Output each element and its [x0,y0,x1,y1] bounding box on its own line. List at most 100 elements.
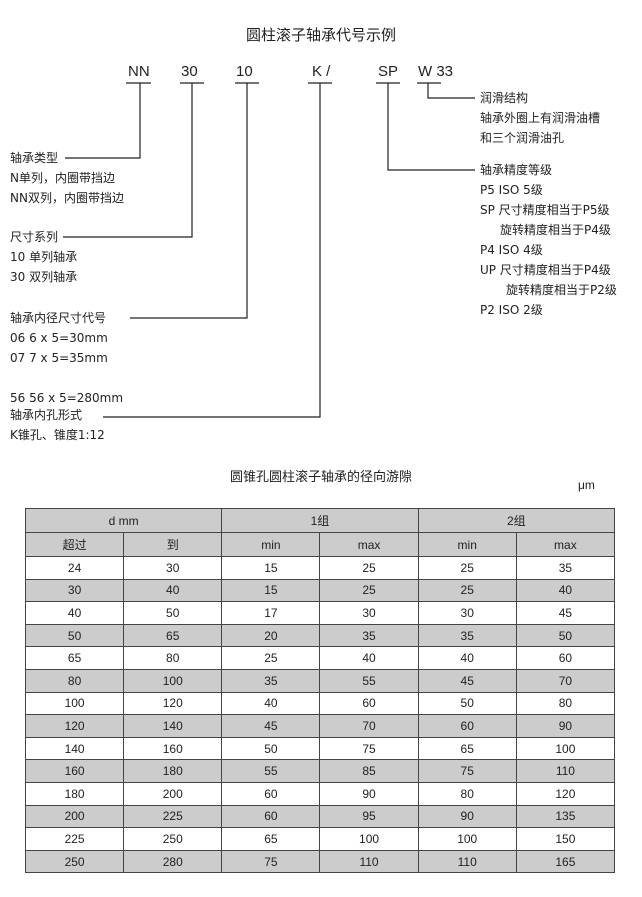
table-cell: 40 [515,578,616,603]
header-cell: 1组 [221,508,419,533]
header-cell: max [515,532,616,557]
table-cell: 65 [123,623,223,648]
note: 06 6 x 5=30mm [10,331,108,345]
table-cell: 35 [515,556,616,580]
table-cell: 60 [221,781,321,806]
table-row: 50 65 20 35 35 50 [24,623,616,648]
table-title: 圆锥孔圆柱滚子轴承的径向游隙 [229,470,412,485]
table-cell: 25 [417,578,517,603]
table-cell: 30 [24,578,125,603]
table-cell: 80 [417,781,517,806]
table-cell: 135 [515,804,616,829]
table-cell: 70 [319,714,419,738]
table-cell: 60 [515,646,616,670]
table-cell: 45 [417,668,517,693]
note: 56 56 x 5=280mm [10,391,124,405]
header-cell: 超过 [24,532,125,557]
table-cell: 15 [221,556,321,580]
note: SP 尺寸精度相当于P5级 [480,203,610,217]
table-cell: 40 [417,646,517,670]
note: 轴承精度等级 [480,163,553,177]
table-cell: 40 [24,601,125,625]
code-sp: SP [378,63,399,80]
leader-bore-form [103,83,321,418]
table-cell: 140 [123,714,223,738]
table-cell: 40 [123,578,223,603]
table-cell: 35 [319,623,419,648]
table-row: 80 100 35 55 45 70 [24,668,616,693]
leader-type [65,83,141,159]
table-row: 140 160 50 75 65 100 [24,736,616,761]
note: P2 ISO 2级 [480,303,543,317]
table-cell: 55 [221,759,321,783]
table-row: 180 200 60 90 80 120 [24,781,616,806]
table-cell: 75 [417,759,517,783]
table-cell: 40 [319,646,419,670]
table-cell: 45 [221,714,321,738]
note: 07 7 x 5=35mm [10,351,108,365]
table-cell: 75 [221,849,321,874]
table-cell: 90 [515,714,616,738]
note: 轴承类型 [10,151,59,165]
table-cell: 30 [123,556,223,580]
table-row: 250 280 75 110 110 165 [24,849,616,874]
table-cell: 110 [417,849,517,874]
table-cell: 40 [221,691,321,716]
series-notes: 尺寸系列 10 单列轴承 30 双列轴承 [10,227,77,287]
table-cell: 50 [123,601,223,625]
table-row: 120 140 45 70 60 90 [24,714,616,738]
table-cell: 80 [515,691,616,716]
table-cell: 200 [24,804,125,829]
table-cell: 250 [24,849,125,874]
table-cell: 100 [24,691,125,716]
table-cell: 85 [319,759,419,783]
table-cell: 25 [319,578,419,603]
lubrication-notes: 润滑结构 轴承外圈上有润滑油槽 和三个润滑油孔 [480,88,600,148]
code-k: K / [312,63,331,80]
header-cell: max [319,532,419,557]
table-cell: 50 [515,623,616,648]
table-cell: 90 [417,804,517,829]
note: P5 ISO 5级 [480,183,543,197]
table-cell: 25 [319,556,419,580]
sub-header-row: 超过 到 min max min max [24,532,616,557]
note: 轴承内孔形式 [10,408,83,422]
header-cell: min [417,532,517,557]
table-cell: 180 [24,781,125,806]
note: 尺寸系列 [10,230,59,244]
table-row: 24 30 15 25 25 35 [24,556,616,580]
table-cell: 65 [417,736,517,761]
note: N单列，内圈带挡边 [10,171,115,185]
note: 润滑结构 [480,91,529,105]
table-cell: 120 [515,781,616,806]
note: UP 尺寸精度相当于P4级 [480,263,611,277]
leader-precision [387,83,475,171]
leader-lines [63,82,475,418]
table-cell: 60 [221,804,321,829]
table-cell: 65 [221,827,321,851]
table-cell: 225 [24,827,125,851]
header-cell: d mm [24,508,223,533]
table-row: 65 80 25 40 40 60 [24,646,616,670]
table-cell: 225 [123,804,223,829]
table-cell: 25 [417,556,517,580]
table-cell: 50 [24,623,125,648]
table-cell: 165 [515,849,616,874]
code-30: 30 [181,63,198,80]
table-cell: 160 [24,759,125,783]
table-cell: 45 [515,601,616,625]
table-cell: 90 [319,781,419,806]
code-nn: NN [128,63,150,80]
table-cell: 30 [319,601,419,625]
table-cell: 95 [319,804,419,829]
table-cell: 250 [123,827,223,851]
table-cell: 17 [221,601,321,625]
table-cell: 180 [123,759,223,783]
table-cell: 20 [221,623,321,648]
note: 30 双列轴承 [10,270,78,284]
clearance-table: d mm 1组 2组 超过 到 min max min max 24 30 15 25… [24,508,616,874]
bore-form-notes: 轴承内孔形式 K锥孔、锥度1:12 [10,405,105,445]
table-cell: 70 [515,668,616,693]
note: 轴承外圈上有润滑油槽 [480,111,601,125]
table-unit: μm [578,478,595,492]
